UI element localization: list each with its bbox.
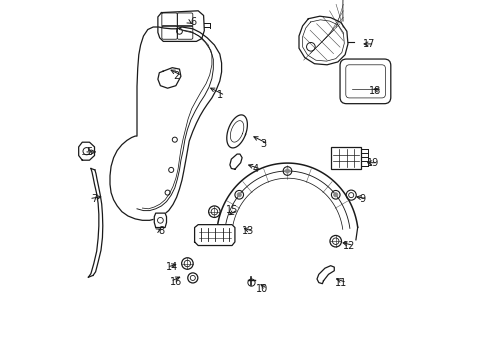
Text: 7: 7 — [92, 194, 98, 204]
Text: 5: 5 — [86, 147, 93, 157]
Polygon shape — [317, 266, 334, 284]
Polygon shape — [79, 142, 95, 160]
Polygon shape — [158, 11, 204, 41]
Text: 18: 18 — [369, 86, 381, 96]
Text: 4: 4 — [253, 164, 259, 174]
Circle shape — [334, 193, 338, 197]
Text: 19: 19 — [367, 158, 379, 168]
Polygon shape — [227, 115, 247, 148]
Text: 6: 6 — [191, 17, 197, 27]
Text: 17: 17 — [363, 39, 375, 49]
Text: 11: 11 — [335, 278, 347, 288]
Text: 16: 16 — [170, 276, 182, 287]
Text: 1: 1 — [217, 90, 223, 100]
Polygon shape — [217, 163, 358, 229]
Text: 14: 14 — [166, 262, 178, 272]
Polygon shape — [195, 225, 235, 246]
Text: 15: 15 — [226, 204, 239, 215]
Polygon shape — [299, 16, 348, 65]
Polygon shape — [154, 213, 167, 228]
Circle shape — [285, 169, 290, 173]
Polygon shape — [230, 154, 242, 169]
Text: 2: 2 — [173, 71, 180, 81]
Text: 12: 12 — [343, 240, 355, 251]
Text: 8: 8 — [158, 226, 165, 236]
Polygon shape — [158, 68, 181, 88]
Text: 3: 3 — [260, 139, 266, 149]
Text: 13: 13 — [242, 226, 254, 236]
Polygon shape — [110, 27, 221, 220]
Text: 10: 10 — [256, 284, 269, 294]
Text: 9: 9 — [359, 194, 365, 204]
Circle shape — [237, 193, 242, 197]
